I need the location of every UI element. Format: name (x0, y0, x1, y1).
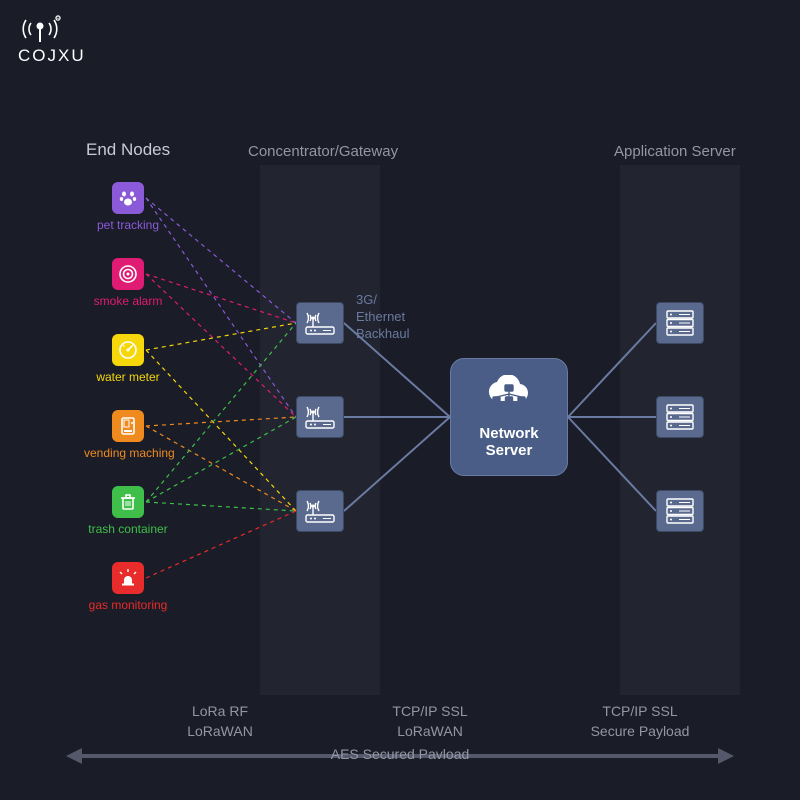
vending-icon (112, 410, 144, 442)
aes-arrow: AES Secured Pavload (66, 744, 734, 771)
app-server-0 (656, 302, 704, 344)
end-node-label: water meter (84, 370, 172, 384)
meter-icon (112, 334, 144, 366)
server-icon (665, 309, 695, 337)
router-icon (303, 309, 337, 337)
end-node-meter: water meter (84, 334, 172, 384)
end-node-target: smoke alarm (84, 258, 172, 308)
end-node-label: smoke alarm (84, 294, 172, 308)
network-server: NetworkServer (450, 358, 568, 476)
protocol-label-1: TCP/IP SSLLoRaWAN (350, 702, 510, 741)
backhaul-label: 3G/ Ethernet Backhaul (356, 292, 409, 343)
antenna-icon: R (18, 14, 62, 44)
end-node-label: trash container (84, 522, 172, 536)
app-server-2 (656, 490, 704, 532)
end-node-paw: pet tracking (84, 182, 172, 232)
gateway-0 (296, 302, 344, 344)
svg-text:R: R (56, 17, 60, 23)
brand-text: COJXU (18, 46, 86, 66)
end-node-trash: trash container (84, 486, 172, 536)
server-icon (665, 497, 695, 525)
protocol-label-0: LoRa RFLoRaWAN (140, 702, 300, 741)
app-server-1 (656, 396, 704, 438)
end-node-alarm: gas monitoring (84, 562, 172, 612)
brand-logo: R COJXU (18, 14, 86, 66)
gateway-2 (296, 490, 344, 532)
target-icon (112, 258, 144, 290)
end-node-label: gas monitoring (84, 598, 172, 612)
section-end-nodes: End Nodes (86, 140, 170, 160)
server-icon (665, 403, 695, 431)
router-icon (303, 403, 337, 431)
protocol-label-2: TCP/IP SSLSecure Payload (560, 702, 720, 741)
network-server-label: NetworkServer (479, 425, 538, 460)
end-node-label: pet tracking (84, 218, 172, 232)
section-gateway: Concentrator/Gateway (248, 143, 398, 160)
end-node-label: vending maching (84, 446, 172, 460)
alarm-icon (112, 562, 144, 594)
trash-icon (112, 486, 144, 518)
paw-icon (112, 182, 144, 214)
section-app-server: Application Server (614, 143, 736, 160)
gateway-1 (296, 396, 344, 438)
aes-label: AES Secured Pavload (66, 746, 734, 762)
cloud-network-icon (481, 375, 537, 419)
router-icon (303, 497, 337, 525)
end-node-vending: vending maching (84, 410, 172, 460)
